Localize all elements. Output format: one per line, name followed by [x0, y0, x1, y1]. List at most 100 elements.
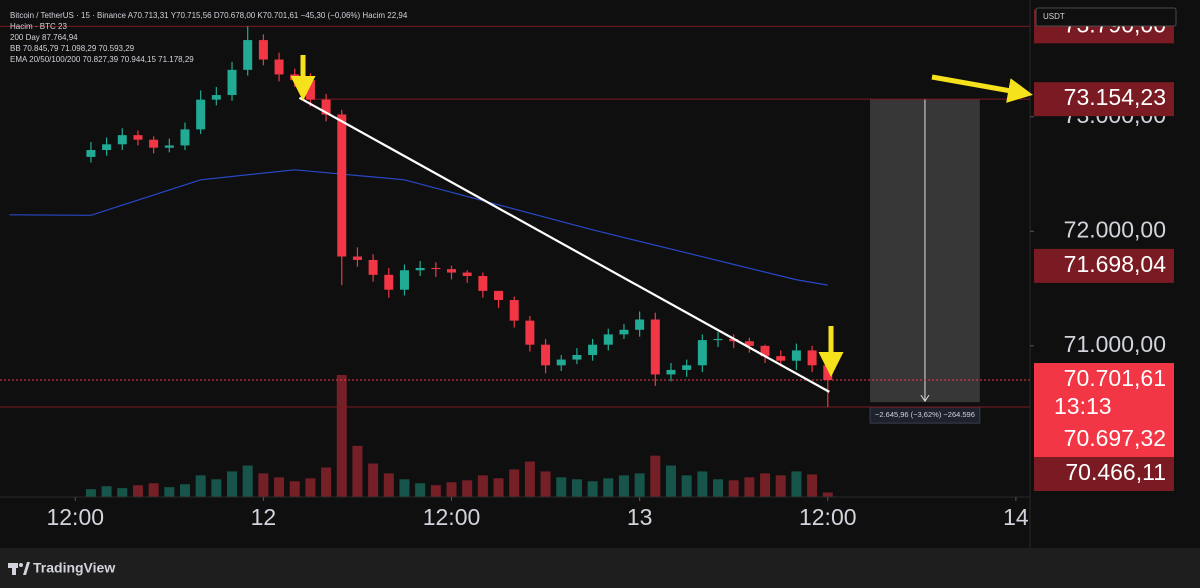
- volume-bar: [477, 475, 488, 497]
- candle-body: [431, 267, 441, 270]
- range-arrow-head: [920, 394, 930, 403]
- volume-bar: [321, 467, 332, 497]
- legend-line: EMA 20/50/100/200 70.827,39 70.944,15 71…: [10, 55, 194, 64]
- legend: Bitcoin / TetherUS · 15 · Binance A70.71…: [10, 11, 408, 64]
- legend-line: BB 70.845,79 71.098,29 70.593,29: [10, 44, 135, 53]
- volume-bar: [164, 487, 175, 497]
- candle-body: [478, 275, 488, 291]
- candle-body: [588, 344, 598, 355]
- candle-body: [180, 129, 190, 146]
- volume-bar: [493, 478, 504, 497]
- candle-body: [149, 139, 159, 148]
- volume-bar: [399, 479, 410, 497]
- volume-bar: [227, 471, 238, 497]
- currency-box[interactable]: [1035, 7, 1177, 27]
- candle-body: [337, 114, 347, 257]
- candle-body: [713, 338, 723, 341]
- candle-body: [666, 369, 676, 375]
- volume-bar: [524, 461, 535, 497]
- candle-body: [86, 150, 96, 157]
- plot-area: −2.645,96 (−3,62%) −264.596: [0, 25, 1030, 497]
- candle-body: [556, 359, 566, 366]
- volume-bar: [744, 477, 755, 497]
- price-label: 71.698,04: [1064, 251, 1167, 277]
- candle-body: [305, 80, 315, 100]
- candle-body: [494, 290, 504, 301]
- x-tick-label: 12:00: [46, 504, 104, 530]
- price-label-box: [1034, 248, 1174, 283]
- candle-body: [776, 356, 786, 361]
- volume-bar: [211, 479, 222, 497]
- legend-line: 200 Day 87.764,94: [10, 33, 78, 42]
- background: [0, 0, 1200, 548]
- price-label-box: [1034, 363, 1174, 424]
- volume-bar: [258, 473, 269, 497]
- y-tick-label: 71.000,00: [1064, 331, 1166, 357]
- brand-logo: [8, 562, 30, 575]
- candle-body: [211, 95, 221, 100]
- currency: USDT: [1043, 12, 1065, 21]
- candle-body: [744, 341, 754, 346]
- candle-body: [164, 145, 174, 148]
- volume-bar: [462, 480, 473, 497]
- price-label: 70.697,32: [1064, 425, 1166, 451]
- price-label-box: [1034, 457, 1174, 492]
- volume-bar: [618, 475, 629, 497]
- volume-bar: [352, 445, 363, 497]
- volume-bar: [289, 481, 300, 497]
- volume-bar: [132, 485, 143, 497]
- volume-bar: [85, 489, 96, 497]
- footer: [0, 548, 1200, 588]
- arrow: [931, 74, 1033, 103]
- volume-bar: [540, 471, 551, 497]
- candle-body: [243, 40, 253, 70]
- candle-body: [603, 334, 613, 345]
- candle-body: [729, 338, 739, 342]
- candle-body: [791, 350, 801, 361]
- volume-bar: [650, 455, 661, 497]
- y-tick-label: 72.000,00: [1064, 216, 1166, 242]
- volume-bar: [587, 481, 598, 497]
- candle-body: [196, 99, 206, 130]
- candle-body: [133, 135, 143, 140]
- volume-bar: [305, 478, 316, 497]
- candle-body: [760, 345, 770, 357]
- price-label: 70.701,61: [1064, 365, 1166, 391]
- candle-body: [682, 365, 692, 370]
- annotation-arrows: [290, 55, 1033, 377]
- x-tick-label: 14: [1003, 504, 1029, 530]
- price-countdown: 13:13: [1054, 393, 1112, 419]
- x-tick-label: 13: [627, 504, 653, 530]
- overlay-line: [9, 169, 828, 286]
- volume-bar: [368, 463, 379, 497]
- candle-body: [619, 329, 629, 335]
- candle-body: [399, 270, 409, 290]
- candle-body: [447, 269, 457, 273]
- volume-bar: [179, 484, 190, 497]
- volume-bar: [446, 482, 457, 497]
- brand: TradingView: [33, 560, 115, 576]
- candle-body: [572, 355, 582, 360]
- volume-bar: [117, 488, 128, 497]
- volume-bar: [274, 477, 285, 497]
- volume-bar: [697, 471, 708, 497]
- trendline: [298, 96, 830, 393]
- candle-body: [258, 40, 268, 60]
- price-label: 73.154,23: [1064, 84, 1166, 110]
- volume-bar: [760, 473, 771, 497]
- volume-bar: [713, 479, 724, 497]
- candle-body: [650, 319, 660, 375]
- price-label-box: [1034, 82, 1174, 117]
- candle-body: [462, 272, 472, 276]
- volume-bar: [822, 492, 833, 497]
- candle-body: [321, 99, 331, 115]
- volume-bar: [634, 473, 645, 497]
- volume-bar: [101, 486, 112, 497]
- volume-bar: [383, 473, 394, 497]
- price-label: 70.466,11: [1065, 459, 1166, 485]
- candle-body: [290, 74, 300, 81]
- volume-bar: [571, 479, 582, 497]
- volume-bar: [509, 469, 520, 497]
